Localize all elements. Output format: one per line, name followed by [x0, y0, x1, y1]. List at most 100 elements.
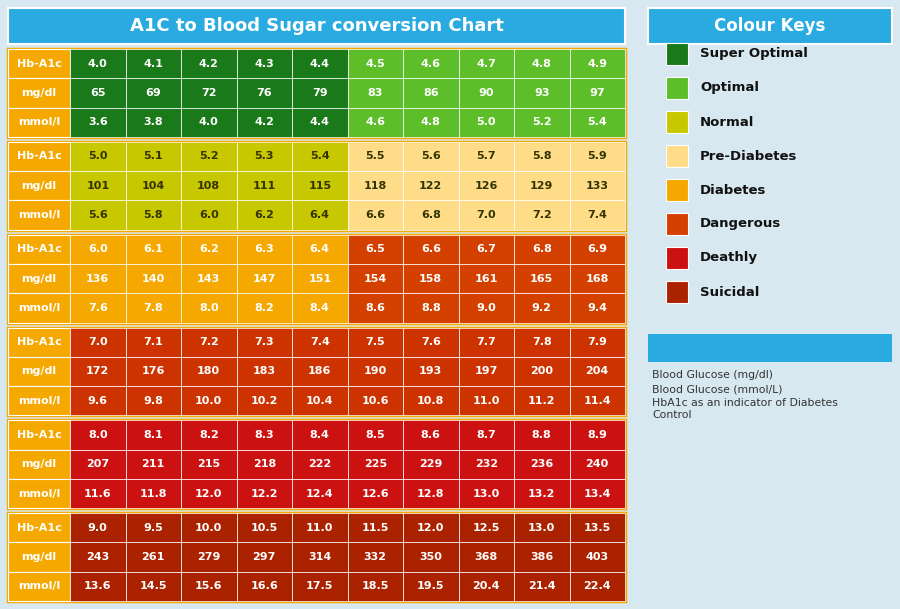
- Bar: [237, 142, 292, 171]
- Bar: [292, 357, 347, 386]
- Bar: [347, 264, 403, 293]
- Bar: [70, 328, 125, 357]
- Bar: [125, 357, 181, 386]
- Bar: [8, 293, 70, 323]
- Bar: [458, 293, 514, 323]
- Text: 97: 97: [590, 88, 605, 98]
- Bar: [237, 234, 292, 264]
- Text: 6.6: 6.6: [365, 210, 385, 220]
- Bar: [237, 543, 292, 572]
- Bar: [458, 264, 514, 293]
- Text: 6.2: 6.2: [255, 210, 274, 220]
- Bar: [458, 513, 514, 543]
- Text: 8.5: 8.5: [365, 430, 385, 440]
- Text: 13.0: 13.0: [528, 523, 555, 533]
- Bar: [70, 108, 125, 137]
- Text: 386: 386: [530, 552, 554, 562]
- Text: Optimal: Optimal: [700, 82, 759, 94]
- Text: 11.8: 11.8: [140, 488, 167, 499]
- Text: 9.6: 9.6: [88, 396, 108, 406]
- Bar: [403, 543, 458, 572]
- Text: 5.2: 5.2: [199, 152, 219, 161]
- Text: 10.5: 10.5: [250, 523, 278, 533]
- Bar: [125, 328, 181, 357]
- Text: 6.2: 6.2: [199, 244, 219, 255]
- Bar: [347, 49, 403, 79]
- Text: 4.6: 4.6: [421, 58, 441, 69]
- Bar: [237, 386, 292, 415]
- Text: 7.0: 7.0: [476, 210, 496, 220]
- Bar: [514, 79, 570, 108]
- Bar: [8, 513, 625, 601]
- Bar: [403, 264, 458, 293]
- Bar: [181, 49, 237, 79]
- Text: 7.9: 7.9: [588, 337, 608, 347]
- Bar: [458, 420, 514, 449]
- Text: 8.0: 8.0: [199, 303, 219, 313]
- Bar: [570, 479, 625, 508]
- Text: 4.4: 4.4: [310, 117, 329, 127]
- Text: 222: 222: [308, 459, 331, 470]
- Text: 18.5: 18.5: [362, 582, 389, 591]
- Text: 9.2: 9.2: [532, 303, 552, 313]
- Bar: [70, 171, 125, 200]
- Text: 3.6: 3.6: [88, 117, 108, 127]
- Bar: [181, 234, 237, 264]
- Bar: [570, 171, 625, 200]
- Text: mg/dl: mg/dl: [22, 552, 57, 562]
- Bar: [347, 200, 403, 230]
- Text: 5.7: 5.7: [476, 152, 496, 161]
- Text: 5.5: 5.5: [365, 152, 385, 161]
- Bar: [8, 543, 70, 572]
- Text: 8.4: 8.4: [310, 430, 329, 440]
- Bar: [458, 572, 514, 601]
- Bar: [458, 479, 514, 508]
- Text: 8.1: 8.1: [143, 430, 163, 440]
- Text: 8.8: 8.8: [532, 430, 552, 440]
- Text: 86: 86: [423, 88, 438, 98]
- Bar: [237, 49, 292, 79]
- Text: 240: 240: [586, 459, 609, 470]
- Bar: [125, 420, 181, 449]
- Text: 6.7: 6.7: [476, 244, 496, 255]
- Text: 126: 126: [474, 181, 498, 191]
- Text: 11.4: 11.4: [583, 396, 611, 406]
- Text: Hb-A1c: Hb-A1c: [16, 244, 61, 255]
- Bar: [8, 328, 70, 357]
- Bar: [8, 142, 70, 171]
- Text: Blood Glucose (mg/dl): Blood Glucose (mg/dl): [652, 370, 773, 380]
- Text: 13.0: 13.0: [472, 488, 500, 499]
- Bar: [8, 49, 625, 137]
- Bar: [458, 386, 514, 415]
- Bar: [181, 142, 237, 171]
- Bar: [292, 200, 347, 230]
- Text: 6.8: 6.8: [421, 210, 441, 220]
- Bar: [514, 572, 570, 601]
- Bar: [570, 449, 625, 479]
- Bar: [292, 513, 347, 543]
- Bar: [570, 513, 625, 543]
- Bar: [403, 479, 458, 508]
- Text: 20.4: 20.4: [472, 582, 500, 591]
- Text: 90: 90: [479, 88, 494, 98]
- Bar: [8, 449, 70, 479]
- Bar: [403, 357, 458, 386]
- Bar: [514, 142, 570, 171]
- Text: Hb-A1c: Hb-A1c: [16, 337, 61, 347]
- Text: 7.1: 7.1: [143, 337, 163, 347]
- Bar: [292, 328, 347, 357]
- Bar: [403, 108, 458, 137]
- Text: 190: 190: [364, 367, 387, 376]
- Text: 13.5: 13.5: [583, 523, 611, 533]
- Bar: [570, 293, 625, 323]
- Bar: [8, 357, 70, 386]
- Bar: [458, 449, 514, 479]
- Text: Suicidal: Suicidal: [700, 286, 760, 298]
- Text: mg/dl: mg/dl: [22, 367, 57, 376]
- Bar: [292, 79, 347, 108]
- Bar: [514, 479, 570, 508]
- Text: 6.4: 6.4: [310, 244, 329, 255]
- Bar: [70, 200, 125, 230]
- Bar: [125, 572, 181, 601]
- Text: 403: 403: [586, 552, 608, 562]
